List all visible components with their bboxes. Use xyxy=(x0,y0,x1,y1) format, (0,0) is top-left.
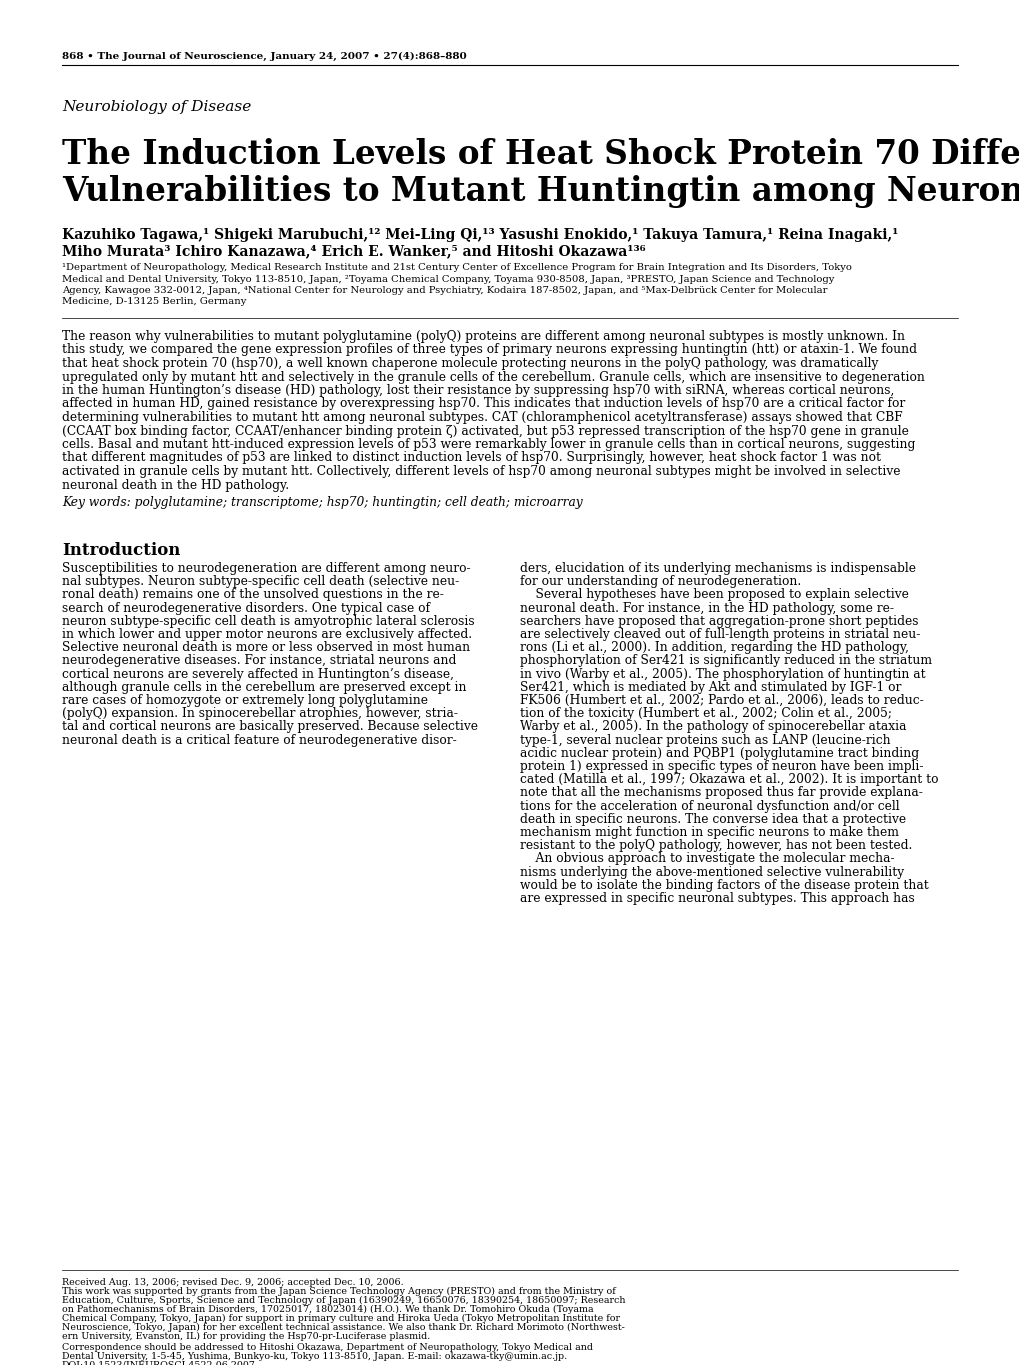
Text: resistant to the polyQ pathology, however, has not been tested.: resistant to the polyQ pathology, howeve… xyxy=(520,839,911,852)
Text: The Induction Levels of Heat Shock Protein 70 Differentiate the: The Induction Levels of Heat Shock Prote… xyxy=(62,138,1019,171)
Text: Warby et al., 2005). In the pathology of spinocerebellar ataxia: Warby et al., 2005). In the pathology of… xyxy=(520,721,906,733)
Text: Susceptibilities to neurodegeneration are different among neuro-: Susceptibilities to neurodegeneration ar… xyxy=(62,562,470,575)
Text: ders, elucidation of its underlying mechanisms is indispensable: ders, elucidation of its underlying mech… xyxy=(520,562,915,575)
Text: on Pathomechanisms of Brain Disorders, 17025017, 18023014) (H.O.). We thank Dr. : on Pathomechanisms of Brain Disorders, 1… xyxy=(62,1305,593,1314)
Text: tal and cortical neurons are basically preserved. Because selective: tal and cortical neurons are basically p… xyxy=(62,721,478,733)
Text: Miho Murata³ Ichiro Kanazawa,⁴ Erich E. Wanker,⁵ and Hitoshi Okazawa¹³⁶: Miho Murata³ Ichiro Kanazawa,⁴ Erich E. … xyxy=(62,244,645,258)
Text: although granule cells in the cerebellum are preserved except in: although granule cells in the cerebellum… xyxy=(62,681,466,693)
Text: cated (Matilla et al., 1997; Okazawa et al., 2002). It is important to: cated (Matilla et al., 1997; Okazawa et … xyxy=(520,773,937,786)
Text: Selective neuronal death is more or less observed in most human: Selective neuronal death is more or less… xyxy=(62,642,470,654)
Text: death in specific neurons. The converse idea that a protective: death in specific neurons. The converse … xyxy=(520,812,905,826)
Text: Received Aug. 13, 2006; revised Dec. 9, 2006; accepted Dec. 10, 2006.: Received Aug. 13, 2006; revised Dec. 9, … xyxy=(62,1278,404,1287)
Text: upregulated only by mutant htt and selectively in the granule cells of the cereb: upregulated only by mutant htt and selec… xyxy=(62,370,924,384)
Text: neuron subtype-specific cell death is amyotrophic lateral sclerosis: neuron subtype-specific cell death is am… xyxy=(62,614,474,628)
Text: Key words: polyglutamine; transcriptome; hsp70; huntingtin; cell death; microarr: Key words: polyglutamine; transcriptome;… xyxy=(62,495,582,509)
Text: in vivo (Warby et al., 2005). The phosphorylation of huntingtin at: in vivo (Warby et al., 2005). The phosph… xyxy=(520,667,924,681)
Text: that different magnitudes of p53 are linked to distinct induction levels of hsp7: that different magnitudes of p53 are lin… xyxy=(62,452,880,464)
Text: (polyQ) expansion. In spinocerebellar atrophies, however, stria-: (polyQ) expansion. In spinocerebellar at… xyxy=(62,707,458,721)
Text: search of neurodegenerative disorders. One typical case of: search of neurodegenerative disorders. O… xyxy=(62,602,430,614)
Text: searchers have proposed that aggregation-prone short peptides: searchers have proposed that aggregation… xyxy=(520,614,917,628)
Text: The reason why vulnerabilities to mutant polyglutamine (polyQ) proteins are diff: The reason why vulnerabilities to mutant… xyxy=(62,330,904,343)
Text: in which lower and upper motor neurons are exclusively affected.: in which lower and upper motor neurons a… xyxy=(62,628,472,642)
Text: Education, Culture, Sports, Science and Technology of Japan (16390249, 16650076,: Education, Culture, Sports, Science and … xyxy=(62,1295,625,1305)
Text: rons (Li et al., 2000). In addition, regarding the HD pathology,: rons (Li et al., 2000). In addition, reg… xyxy=(520,642,908,654)
Text: Neurobiology of Disease: Neurobiology of Disease xyxy=(62,100,251,115)
Text: Dental University, 1-5-45, Yushima, Bunkyo-ku, Tokyo 113-8510, Japan. E-mail: ok: Dental University, 1-5-45, Yushima, Bunk… xyxy=(62,1351,567,1361)
Text: Neuroscience, Tokyo, Japan) for her excellent technical assistance. We also than: Neuroscience, Tokyo, Japan) for her exce… xyxy=(62,1323,625,1332)
Text: are selectively cleaved out of full-length proteins in striatal neu-: are selectively cleaved out of full-leng… xyxy=(520,628,919,642)
Text: protein 1) expressed in specific types of neuron have been impli-: protein 1) expressed in specific types o… xyxy=(520,760,922,773)
Text: cells. Basal and mutant htt-induced expression levels of p53 were remarkably low: cells. Basal and mutant htt-induced expr… xyxy=(62,438,914,450)
Text: mechanism might function in specific neurons to make them: mechanism might function in specific neu… xyxy=(520,826,898,839)
Text: cortical neurons are severely affected in Huntington’s disease,: cortical neurons are severely affected i… xyxy=(62,667,453,681)
Text: FK506 (Humbert et al., 2002; Pardo et al., 2006), leads to reduc-: FK506 (Humbert et al., 2002; Pardo et al… xyxy=(520,693,923,707)
Text: neuronal death in the HD pathology.: neuronal death in the HD pathology. xyxy=(62,479,288,491)
Text: neurodegenerative diseases. For instance, striatal neurons and: neurodegenerative diseases. For instance… xyxy=(62,654,455,667)
Text: Kazuhiko Tagawa,¹ Shigeki Marubuchi,¹² Mei-Ling Qi,¹³ Yasushi Enokido,¹ Takuya T: Kazuhiko Tagawa,¹ Shigeki Marubuchi,¹² M… xyxy=(62,228,898,242)
Text: Agency, Kawagoe 332-0012, Japan, ⁴National Center for Neurology and Psychiatry, : Agency, Kawagoe 332-0012, Japan, ⁴Nation… xyxy=(62,287,826,295)
Text: This work was supported by grants from the Japan Science Technology Agency (PRES: This work was supported by grants from t… xyxy=(62,1287,615,1297)
Text: Chemical Company, Tokyo, Japan) for support in primary culture and Hiroka Ueda (: Chemical Company, Tokyo, Japan) for supp… xyxy=(62,1314,620,1323)
Text: Correspondence should be addressed to Hitoshi Okazawa, Department of Neuropathol: Correspondence should be addressed to Hi… xyxy=(62,1343,592,1351)
Text: neuronal death. For instance, in the HD pathology, some re-: neuronal death. For instance, in the HD … xyxy=(520,602,893,614)
Text: in the human Huntington’s disease (HD) pathology, lost their resistance by suppr: in the human Huntington’s disease (HD) p… xyxy=(62,384,894,397)
Text: Introduction: Introduction xyxy=(62,542,180,560)
Text: affected in human HD, gained resistance by overexpressing hsp70. This indicates : affected in human HD, gained resistance … xyxy=(62,397,905,411)
Text: note that all the mechanisms proposed thus far provide explana-: note that all the mechanisms proposed th… xyxy=(520,786,922,800)
Text: neuronal death is a critical feature of neurodegenerative disor-: neuronal death is a critical feature of … xyxy=(62,733,457,747)
Text: acidic nuclear protein) and PQBP1 (polyglutamine tract binding: acidic nuclear protein) and PQBP1 (polyg… xyxy=(520,747,918,760)
Text: nal subtypes. Neuron subtype-specific cell death (selective neu-: nal subtypes. Neuron subtype-specific ce… xyxy=(62,575,459,588)
Text: determining vulnerabilities to mutant htt among neuronal subtypes. CAT (chloramp: determining vulnerabilities to mutant ht… xyxy=(62,411,902,425)
Text: ¹Department of Neuropathology, Medical Research Institute and 21st Century Cente: ¹Department of Neuropathology, Medical R… xyxy=(62,263,851,272)
Text: Medical and Dental University, Tokyo 113-8510, Japan, ²Toyama Chemical Company, : Medical and Dental University, Tokyo 113… xyxy=(62,274,834,284)
Text: phosphorylation of Ser421 is significantly reduced in the striatum: phosphorylation of Ser421 is significant… xyxy=(520,654,931,667)
Text: Several hypotheses have been proposed to explain selective: Several hypotheses have been proposed to… xyxy=(520,588,908,602)
Text: activated in granule cells by mutant htt. Collectively, different levels of hsp7: activated in granule cells by mutant htt… xyxy=(62,465,900,478)
Text: rare cases of homozygote or extremely long polyglutamine: rare cases of homozygote or extremely lo… xyxy=(62,693,428,707)
Text: for our understanding of neurodegeneration.: for our understanding of neurodegenerati… xyxy=(520,575,801,588)
Text: DOI:10.1523/JNEUROSCI.4522-06.2007: DOI:10.1523/JNEUROSCI.4522-06.2007 xyxy=(62,1361,256,1365)
Text: this study, we compared the gene expression profiles of three types of primary n: this study, we compared the gene express… xyxy=(62,344,916,356)
Text: An obvious approach to investigate the molecular mecha-: An obvious approach to investigate the m… xyxy=(520,852,894,865)
Text: (CCAAT box binding factor, CCAAT/enhancer binding protein ζ) activated, but p53 : (CCAAT box binding factor, CCAAT/enhance… xyxy=(62,425,908,438)
Text: Medicine, D-13125 Berlin, Germany: Medicine, D-13125 Berlin, Germany xyxy=(62,298,247,307)
Text: tions for the acceleration of neuronal dysfunction and/or cell: tions for the acceleration of neuronal d… xyxy=(520,800,899,812)
Text: ronal death) remains one of the unsolved questions in the re-: ronal death) remains one of the unsolved… xyxy=(62,588,443,602)
Text: are expressed in specific neuronal subtypes. This approach has: are expressed in specific neuronal subty… xyxy=(520,891,914,905)
Text: would be to isolate the binding factors of the disease protein that: would be to isolate the binding factors … xyxy=(520,879,928,891)
Text: nisms underlying the above-mentioned selective vulnerability: nisms underlying the above-mentioned sel… xyxy=(520,865,903,879)
Text: that heat shock protein 70 (hsp70), a well known chaperone molecule protecting n: that heat shock protein 70 (hsp70), a we… xyxy=(62,358,877,370)
Text: ern University, Evanston, IL) for providing the Hsp70-pr-Luciferase plasmid.: ern University, Evanston, IL) for provid… xyxy=(62,1332,430,1342)
Text: Vulnerabilities to Mutant Huntingtin among Neuronal Subtypes: Vulnerabilities to Mutant Huntingtin amo… xyxy=(62,175,1019,207)
Text: type-1, several nuclear proteins such as LANP (leucine-rich: type-1, several nuclear proteins such as… xyxy=(520,733,890,747)
Text: 868 • The Journal of Neuroscience, January 24, 2007 • 27(4):868–880: 868 • The Journal of Neuroscience, Janua… xyxy=(62,52,467,61)
Text: tion of the toxicity (Humbert et al., 2002; Colin et al., 2005;: tion of the toxicity (Humbert et al., 20… xyxy=(520,707,892,721)
Text: Ser421, which is mediated by Akt and stimulated by IGF-1 or: Ser421, which is mediated by Akt and sti… xyxy=(520,681,901,693)
